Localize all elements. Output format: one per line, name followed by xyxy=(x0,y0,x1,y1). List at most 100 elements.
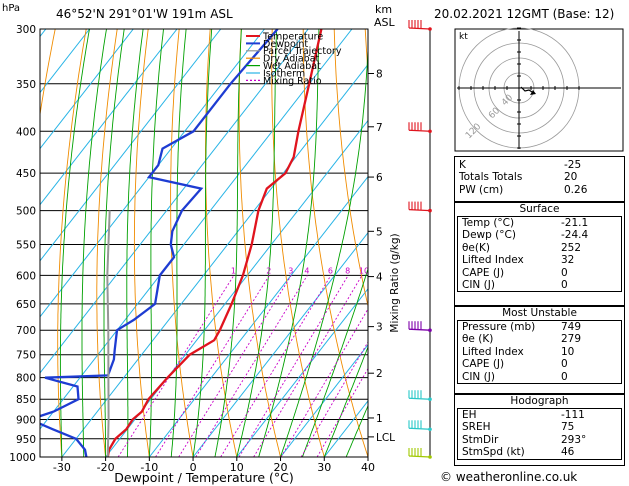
wet-adiabat xyxy=(323,345,368,457)
tt-value: 20 xyxy=(564,171,578,184)
pressure-tick-label: 750 xyxy=(16,350,36,362)
dewpoint-line xyxy=(40,29,279,457)
pressure-tick-label: 400 xyxy=(16,126,36,138)
mixing-ratio-label: 10 xyxy=(359,266,369,275)
pressure-tick-label: 950 xyxy=(16,434,36,446)
parcel-trajectory-line xyxy=(106,210,111,457)
isotherm-line xyxy=(280,344,368,457)
wind-barb-shaft xyxy=(408,27,431,30)
wet-adiabat xyxy=(236,29,278,457)
surface-theta-value: 252 xyxy=(561,241,582,254)
legend-entry: Temperature xyxy=(262,31,323,42)
isotherm-line xyxy=(40,29,134,150)
wet-adiabat xyxy=(126,29,144,457)
mu-pres-value: 749 xyxy=(561,321,582,333)
surface-li-label: Lifted Index xyxy=(462,254,524,267)
pressure-tick-label: 850 xyxy=(16,394,36,406)
hpa-label: hPa xyxy=(2,3,21,14)
wind-barb-shaft xyxy=(408,208,431,212)
dry-adiabat xyxy=(57,29,87,457)
plot-area: 1 2 3 4 6 8 10 15 20 25 xyxy=(40,29,369,457)
x-axis-label: Dewpoint / Temperature (°C) xyxy=(114,470,293,485)
isotherm-line xyxy=(40,29,309,374)
surface-li-value: 32 xyxy=(561,254,575,267)
pressure-tick-label: 900 xyxy=(16,415,36,427)
dry-adiabat xyxy=(133,29,150,457)
datetime-label: 20.02.2021 12GMT (Base: 12) xyxy=(434,7,615,21)
surface-cape-value: 0 xyxy=(561,266,568,279)
hodo-sreh-label: SREH xyxy=(462,421,491,434)
mu-theta-label: θe (K) xyxy=(462,333,494,346)
km-tick-label: 8 xyxy=(376,68,383,80)
dry-adiabat xyxy=(364,29,368,78)
hodo-stmspd-value: 46 xyxy=(561,446,575,459)
km-tick-label: 7 xyxy=(376,122,383,134)
credit-label: © weatheronline.co.uk xyxy=(440,470,578,484)
km-tick-label: 4 xyxy=(376,272,383,284)
location-label: 46°52'N 291°01'W 191m ASL xyxy=(56,7,233,21)
wind-barb-shaft xyxy=(408,455,431,458)
wet-adiabat xyxy=(103,29,125,457)
dry-adiabat xyxy=(170,29,194,457)
wind-barb-shaft xyxy=(408,129,431,132)
hodograph-storm-arrow xyxy=(530,90,536,95)
temp-tick-label: 20 xyxy=(274,461,288,474)
hodo-stmspd-label: StmSpd (kt) xyxy=(462,446,525,459)
hodograph-title: kt xyxy=(459,32,468,42)
mu-li-value: 10 xyxy=(561,345,575,358)
isotherm-line xyxy=(40,29,178,206)
pressure-tick-label: 300 xyxy=(16,24,36,36)
isotherm-line xyxy=(192,231,368,457)
wet-adiabat xyxy=(345,404,368,457)
km-tick-label: 6 xyxy=(376,172,383,184)
mu-cin-label: CIN (J) xyxy=(462,370,495,383)
surface-dewp-value: -24.4 xyxy=(561,229,589,242)
pressure-tick-label: 600 xyxy=(16,270,36,282)
hodograph-table: Hodograph EH -111 SREH 75 StmDir 293° StmSp… xyxy=(454,394,625,466)
temp-tick-label: 0 xyxy=(190,461,197,474)
indices-table: K -25 Totals Totals 20 PW (cm) 0.26 xyxy=(454,156,625,202)
wet-adiabat xyxy=(192,29,213,457)
k-label: K xyxy=(459,159,466,171)
mixing-ratio-line xyxy=(238,275,349,457)
temp-tick-label: 40 xyxy=(361,461,375,474)
mixing-ratio-line xyxy=(300,341,368,457)
mixing-ratio-line xyxy=(195,275,308,457)
pressure-tick-label: 550 xyxy=(16,239,36,251)
temp-tick-label: -30 xyxy=(53,461,71,474)
wet-adiabat xyxy=(170,29,187,457)
legend-entry: Mixing Ratio xyxy=(263,76,322,87)
pressure-tick-label: 650 xyxy=(16,299,36,311)
mixing-ratio-line xyxy=(280,308,368,457)
wind-barb-shaft xyxy=(408,328,431,331)
mu-li-label: Lifted Index xyxy=(462,345,524,358)
legend-entry: Isotherm xyxy=(263,68,305,79)
wind-barb-shaft xyxy=(408,397,431,400)
dry-adiabat xyxy=(96,29,118,457)
tt-label: Totals Totals xyxy=(459,171,523,184)
mixing-ratio-axis-label: Mixing Ratio (g/kg) xyxy=(389,233,401,332)
surface-cin-label: CIN (J) xyxy=(462,278,495,291)
surface-temp-value: -21.1 xyxy=(561,217,589,229)
mixing-ratio-label: 1 xyxy=(231,266,236,275)
km-tick-label: 2 xyxy=(376,368,383,380)
dry-adiabat xyxy=(271,29,325,457)
temp-tick-label: -10 xyxy=(140,461,158,474)
hodo-eh-label: EH xyxy=(462,409,477,421)
wet-adiabat xyxy=(81,29,107,457)
mu-theta-value: 279 xyxy=(561,333,582,346)
pw-value: 0.26 xyxy=(564,183,588,196)
hodograph-trace xyxy=(520,86,533,93)
wind-barb-shaft xyxy=(408,427,431,430)
hodo-title: Hodograph xyxy=(510,395,569,407)
wet-adiabat xyxy=(59,29,90,457)
asl-label: ASL xyxy=(374,16,395,29)
surface-theta-label: θe(K) xyxy=(462,241,490,254)
wet-adiabat xyxy=(214,29,242,457)
pressure-tick-label: 800 xyxy=(16,373,36,385)
mixing-ratio-label: 8 xyxy=(345,266,350,275)
mu-cin-value: 0 xyxy=(561,370,568,383)
mu-cape-value: 0 xyxy=(561,358,568,371)
